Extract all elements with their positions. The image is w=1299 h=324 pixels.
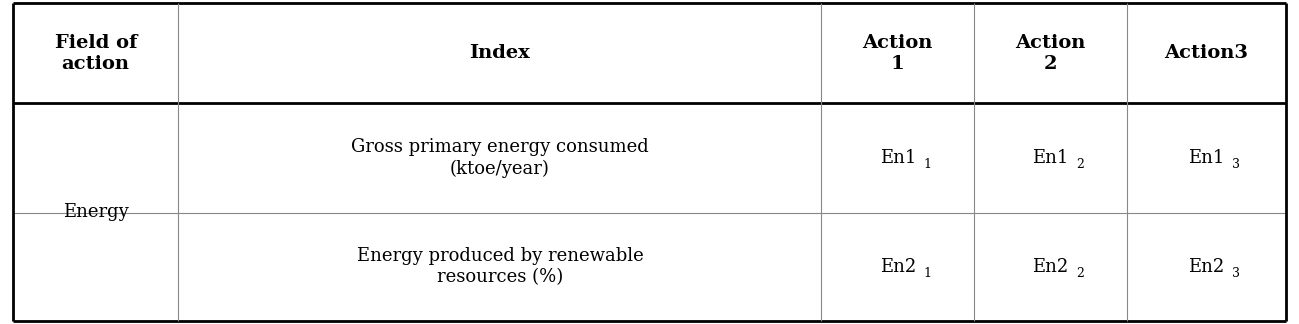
Text: 3: 3 [1231,267,1239,280]
Text: Field of
action: Field of action [55,34,136,73]
Text: 3: 3 [1231,158,1239,171]
Text: Action3: Action3 [1164,44,1248,62]
Text: 2: 2 [1076,267,1083,280]
Text: Energy: Energy [62,203,129,221]
Text: Action
2: Action 2 [1016,34,1086,73]
Text: En1: En1 [1189,149,1225,167]
Text: En2: En2 [879,258,916,276]
Text: En1: En1 [1033,149,1069,167]
Text: 1: 1 [924,158,931,171]
Text: En2: En2 [1189,258,1225,276]
Text: Energy produced by renewable
resources (%): Energy produced by renewable resources (… [356,248,643,286]
Text: 2: 2 [1076,158,1083,171]
Text: 1: 1 [924,267,931,280]
Text: Index: Index [469,44,530,62]
Text: En2: En2 [1033,258,1069,276]
Text: Action
1: Action 1 [863,34,933,73]
Text: En1: En1 [879,149,916,167]
Text: Gross primary energy consumed
(ktoe/year): Gross primary energy consumed (ktoe/year… [351,138,648,178]
